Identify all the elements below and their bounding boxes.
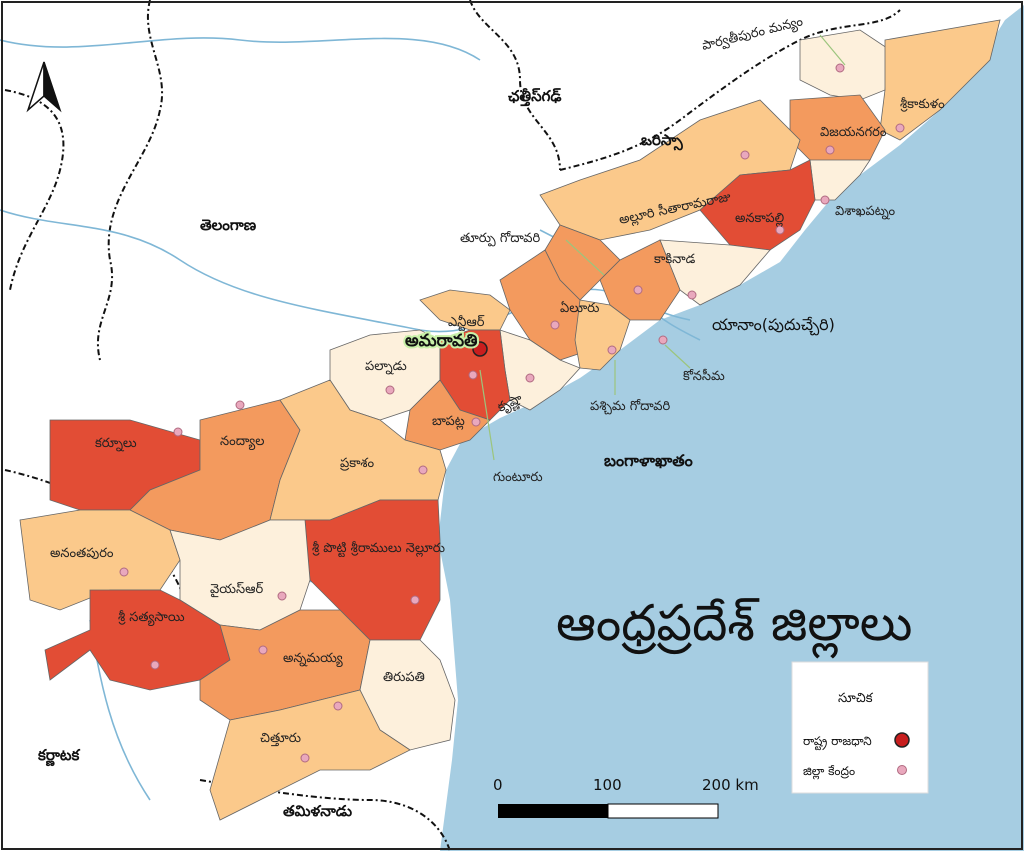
district-hq-marker	[835, 63, 845, 73]
label-eluru: ఏలూరు	[560, 301, 600, 316]
label-ysr: వైయస్ఆర్	[210, 582, 263, 598]
scale-label-100: 100	[593, 776, 622, 794]
label-nellore: శ్రీ పొట్టి శ్రీరాములు నెల్లూరు	[312, 541, 445, 558]
district-hq-marker	[607, 345, 617, 355]
label-east-godavari: తూర్పు గోదావరి	[460, 230, 541, 247]
legend: సూచిక రాష్ట్ర రాజధాని జిల్లా కేంద్రం	[791, 661, 929, 794]
label-chittoor: చిత్తూరు	[260, 731, 301, 747]
district-hq-marker	[820, 195, 830, 205]
map-title: ఆంధ్రప్రదేశ్ జిల్లాలు	[556, 594, 912, 659]
label-chhattisgarh: ఛత్తీస్‌గఢ్	[508, 87, 562, 107]
district-hq-marker	[550, 320, 560, 330]
label-west-godavari: పశ్చిమ గోదావరి	[590, 398, 670, 415]
north-arrow-icon	[26, 61, 62, 113]
district-shape-srikakulam	[879, 19, 1001, 141]
label-guntur: గుంటూరు	[493, 470, 543, 485]
district-hq-marker	[150, 660, 160, 670]
district-shape-sri-sathya-sai	[44, 589, 231, 691]
district-hq-marker	[385, 385, 395, 395]
district-hq-marker	[258, 645, 268, 655]
district-shape-west-godavari	[574, 299, 631, 371]
label-anantapur: అనంతపురం	[50, 546, 114, 561]
state-borders	[4, 0, 901, 851]
label-nandyal: నంద్యాల	[220, 434, 264, 451]
label-ntr: ఎన్టీఆర్	[448, 315, 485, 332]
capital-marker-icon	[472, 341, 488, 357]
district-hq-marker	[418, 465, 428, 475]
district-hq-marker	[471, 417, 481, 427]
label-kakinada: కాకినాడ	[654, 252, 696, 267]
label-visakhapatnam: విశాఖపట్నం	[835, 204, 896, 220]
district-hq-marker	[775, 225, 785, 235]
label-kurnool: కర్నూలు	[95, 436, 137, 452]
district-hq-marker	[658, 335, 668, 345]
district-hq-marker	[119, 567, 129, 577]
label-telangana: తెలంగాణ	[200, 216, 257, 234]
label-prakasam: ప్రకాశం	[339, 456, 374, 471]
scale-bar: 0 100 200 km	[493, 776, 759, 819]
capital-marker-icon	[894, 732, 910, 748]
legend-label-capital: రాష్ట్ర రాజధాని	[803, 734, 872, 751]
district-hq-marker	[235, 400, 245, 410]
district-hq-marker	[825, 145, 835, 155]
district-shape-ntr	[419, 289, 511, 331]
label-yanam: యానాం(పుదుచ్చేరి)	[712, 315, 835, 336]
scale-label-0: 0	[493, 776, 503, 794]
district-hq-marker	[277, 591, 287, 601]
district-hq-marker	[740, 150, 750, 160]
district-hq-marker	[173, 427, 183, 437]
leader-lines	[479, 34, 846, 461]
label-anakapalli: అనకాపల్లి	[735, 211, 785, 227]
district-hq-marker	[525, 373, 535, 383]
label-tamil-nadu: తమిళనాడు	[283, 802, 352, 820]
district-hq-marker	[895, 123, 905, 133]
district-hq-markers	[119, 63, 905, 763]
bay-of-bengal-sea	[438, 5, 1024, 851]
districts-layer	[19, 19, 1001, 821]
district-hq-marker	[687, 290, 697, 300]
legend-title: సూచిక	[838, 691, 874, 706]
district-hq-marker	[333, 701, 343, 711]
district-shape-chittoor	[209, 689, 411, 821]
scale-label-200: 200 km	[702, 776, 759, 794]
label-annamayya: అన్నమయ్య	[283, 651, 343, 668]
district-hq-icon	[897, 765, 907, 775]
label-sri-sathya-sai: శ్రీ సత్యసాయి	[118, 610, 185, 627]
label-tirupati: తిరుపతి	[383, 670, 425, 685]
district-shape-nellore	[304, 499, 441, 641]
label-bapatla: బాపట్ల	[432, 414, 465, 430]
label-palnadu: పల్నాడు	[365, 359, 407, 375]
district-hq-marker	[300, 753, 310, 763]
label-capital-amaravati: అమరావతి	[405, 331, 477, 351]
label-odisha: ఒరిస్సా	[641, 131, 684, 151]
district-shape-anantapur	[19, 509, 181, 611]
label-vizianagaram: విజయనగరం	[820, 125, 887, 140]
label-bay-of-bengal: బంగాళాఖాతం	[604, 451, 693, 470]
district-hq-marker	[468, 370, 478, 380]
label-karnataka: కర్ణాటక	[37, 746, 80, 767]
label-konaseema: కోనసీమ	[683, 368, 725, 384]
district-hq-marker	[633, 285, 643, 295]
district-hq-marker	[410, 595, 420, 605]
legend-label-district-hq: జిల్లా కేంద్రం	[803, 764, 855, 780]
label-srikakulam: శ్రీకాకుళం	[900, 97, 945, 112]
